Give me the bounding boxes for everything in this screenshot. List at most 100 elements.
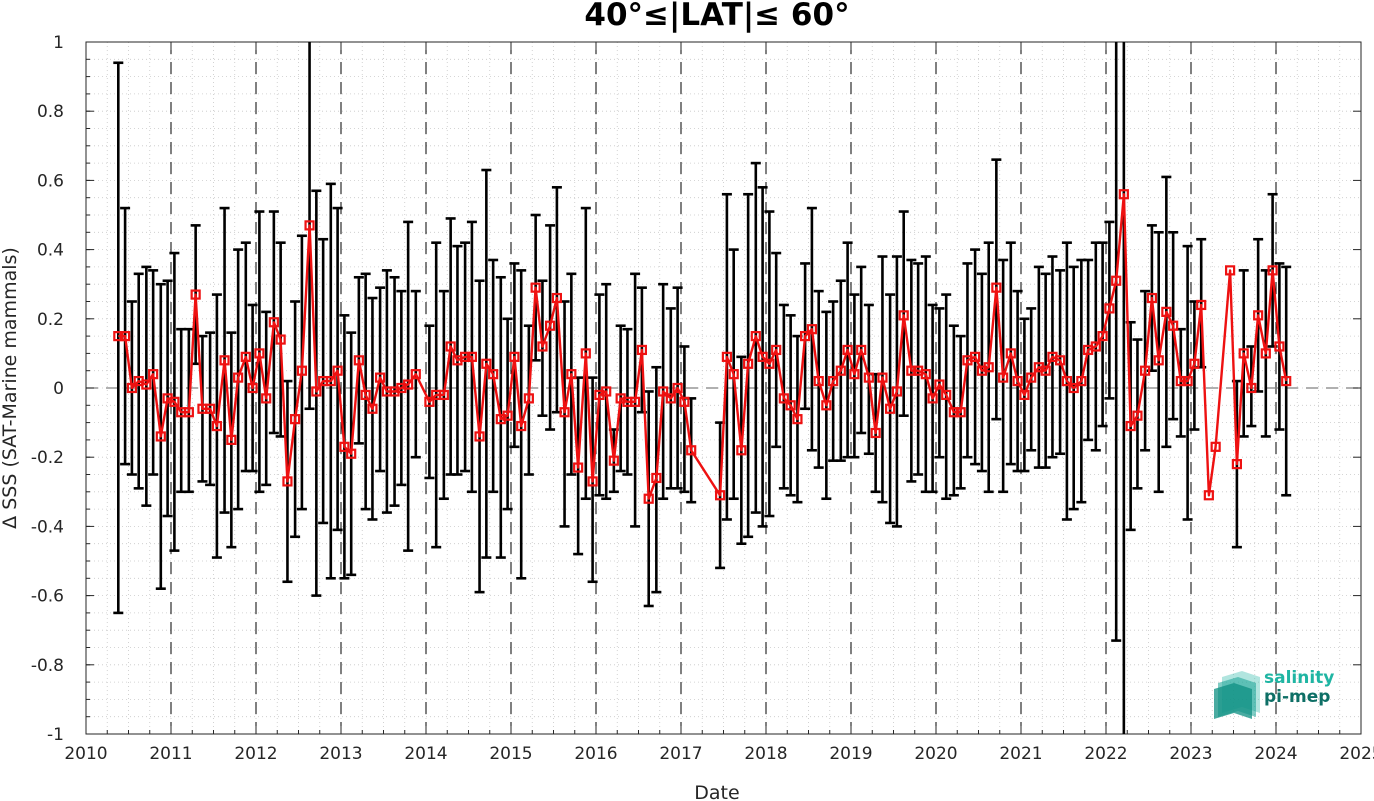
data-point-marker: [1196, 299, 1207, 311]
y-tick-label: 0.4: [37, 241, 64, 261]
data-point-marker: [488, 369, 499, 380]
data-point-marker: [736, 445, 747, 456]
data-point-marker: [1125, 420, 1136, 432]
data-point-marker: [1076, 375, 1087, 387]
x-tick-label: 2010: [64, 744, 107, 764]
data-point-marker: [566, 369, 577, 380]
data-point-marker: [1203, 490, 1214, 501]
data-point-marker: [898, 310, 909, 321]
data-point-marker: [1274, 341, 1285, 352]
logo-line1: salinity: [1264, 668, 1335, 688]
data-point-marker: [325, 375, 336, 387]
data-point-marker: [226, 434, 237, 445]
data-point-marker: [1224, 265, 1236, 276]
data-point-marker: [544, 320, 556, 331]
data-point-marker: [559, 407, 570, 418]
data-point-marker: [941, 389, 952, 401]
data-point-marker: [906, 365, 917, 376]
series-line: [118, 193, 1288, 500]
data-point-marker: [1168, 320, 1179, 331]
data-point-marker: [927, 393, 938, 404]
data-point-marker: [424, 396, 435, 407]
x-tick-label: 2022: [1084, 744, 1127, 764]
y-tick-label: -0.6: [31, 587, 64, 607]
data-point-marker: [1040, 365, 1051, 376]
series-markers: [113, 189, 1292, 504]
data-point-marker: [516, 420, 527, 432]
data-point-marker: [821, 400, 832, 411]
data-point-marker: [1267, 265, 1278, 276]
data-point-marker: [955, 407, 966, 418]
data-point-marker: [757, 351, 768, 362]
data-point-marker: [601, 386, 612, 397]
data-point-marker: [275, 334, 286, 345]
data-point-marker: [169, 396, 180, 407]
data-point-marker: [438, 389, 449, 401]
data-point-marker: [877, 372, 888, 383]
data-point-marker: [750, 331, 761, 342]
data-point-marker: [813, 375, 824, 387]
data-point-marker: [190, 289, 201, 300]
x-tick-label: 2023: [1169, 744, 1212, 764]
x-tick-label: 2017: [659, 744, 702, 764]
data-point-marker: [1026, 372, 1037, 383]
data-point-marker: [573, 462, 584, 473]
data-point-marker: [1068, 382, 1079, 394]
data-point-marker: [714, 490, 726, 501]
data-point-marker: [410, 369, 421, 380]
data-point-marker: [920, 369, 931, 380]
y-tick-label: -0.2: [31, 448, 64, 468]
data-point-marker: [282, 476, 293, 487]
salinity-pimep-logo: salinity pi-mep: [1214, 665, 1344, 720]
data-point-marker: [304, 220, 315, 231]
x-tick-label: 2021: [999, 744, 1042, 764]
data-point-marker: [375, 372, 386, 383]
data-point-marker: [1189, 358, 1200, 369]
data-point-marker: [1111, 275, 1122, 286]
y-tick-label: -0.4: [31, 517, 64, 537]
data-point-marker: [806, 324, 818, 335]
data-point-marker: [679, 396, 690, 407]
data-point-marker: [842, 344, 853, 356]
data-point-marker: [1238, 348, 1249, 359]
data-point-marker: [339, 441, 350, 452]
x-tick-label: 2020: [914, 744, 957, 764]
x-tick-label: 2012: [234, 744, 277, 764]
data-point-marker: [523, 393, 534, 404]
data-point-marker: [1175, 375, 1186, 387]
data-point-marker: [665, 393, 676, 404]
data-point-marker: [353, 355, 364, 366]
data-point-marker: [1231, 459, 1243, 470]
x-tick-label: 2018: [744, 744, 787, 764]
data-point-marker: [771, 344, 782, 356]
data-point-marker: [658, 386, 669, 397]
data-point-marker: [502, 410, 513, 421]
data-point-marker: [1161, 306, 1172, 317]
chart-title: 40°≤|LAT|≤ 60°: [584, 0, 849, 33]
data-point-marker: [587, 476, 598, 487]
data-point-marker: [126, 382, 138, 394]
data-point-marker: [1005, 348, 1016, 359]
data-point-marker: [290, 414, 301, 425]
data-point-marker: [1139, 365, 1151, 376]
data-point-marker: [403, 379, 414, 390]
y-tick-label: -1: [47, 725, 64, 745]
data-point-marker: [636, 344, 648, 356]
data-point-marker: [743, 358, 754, 369]
data-point-marker: [261, 393, 272, 404]
data-point-marker: [332, 365, 343, 376]
x-tick-label: 2019: [829, 744, 872, 764]
data-point-marker: [764, 358, 775, 369]
logo-waves-icon: [1214, 671, 1260, 719]
data-point-marker: [268, 317, 279, 328]
data-point-marker: [141, 379, 152, 390]
axes: 2010 2011 2012 2013 2014 2015 2016 2017 2018 2019…: [31, 33, 1374, 764]
data-point-marker: [211, 420, 222, 432]
x-tick-label: 2014: [404, 744, 447, 764]
data-point-marker: [991, 282, 1002, 293]
data-point-marker: [296, 365, 307, 376]
data-point-marker: [1118, 189, 1129, 200]
data-point-marker: [608, 455, 619, 466]
x-tick-label: 2011: [149, 744, 192, 764]
x-tick-label: 2016: [574, 744, 617, 764]
